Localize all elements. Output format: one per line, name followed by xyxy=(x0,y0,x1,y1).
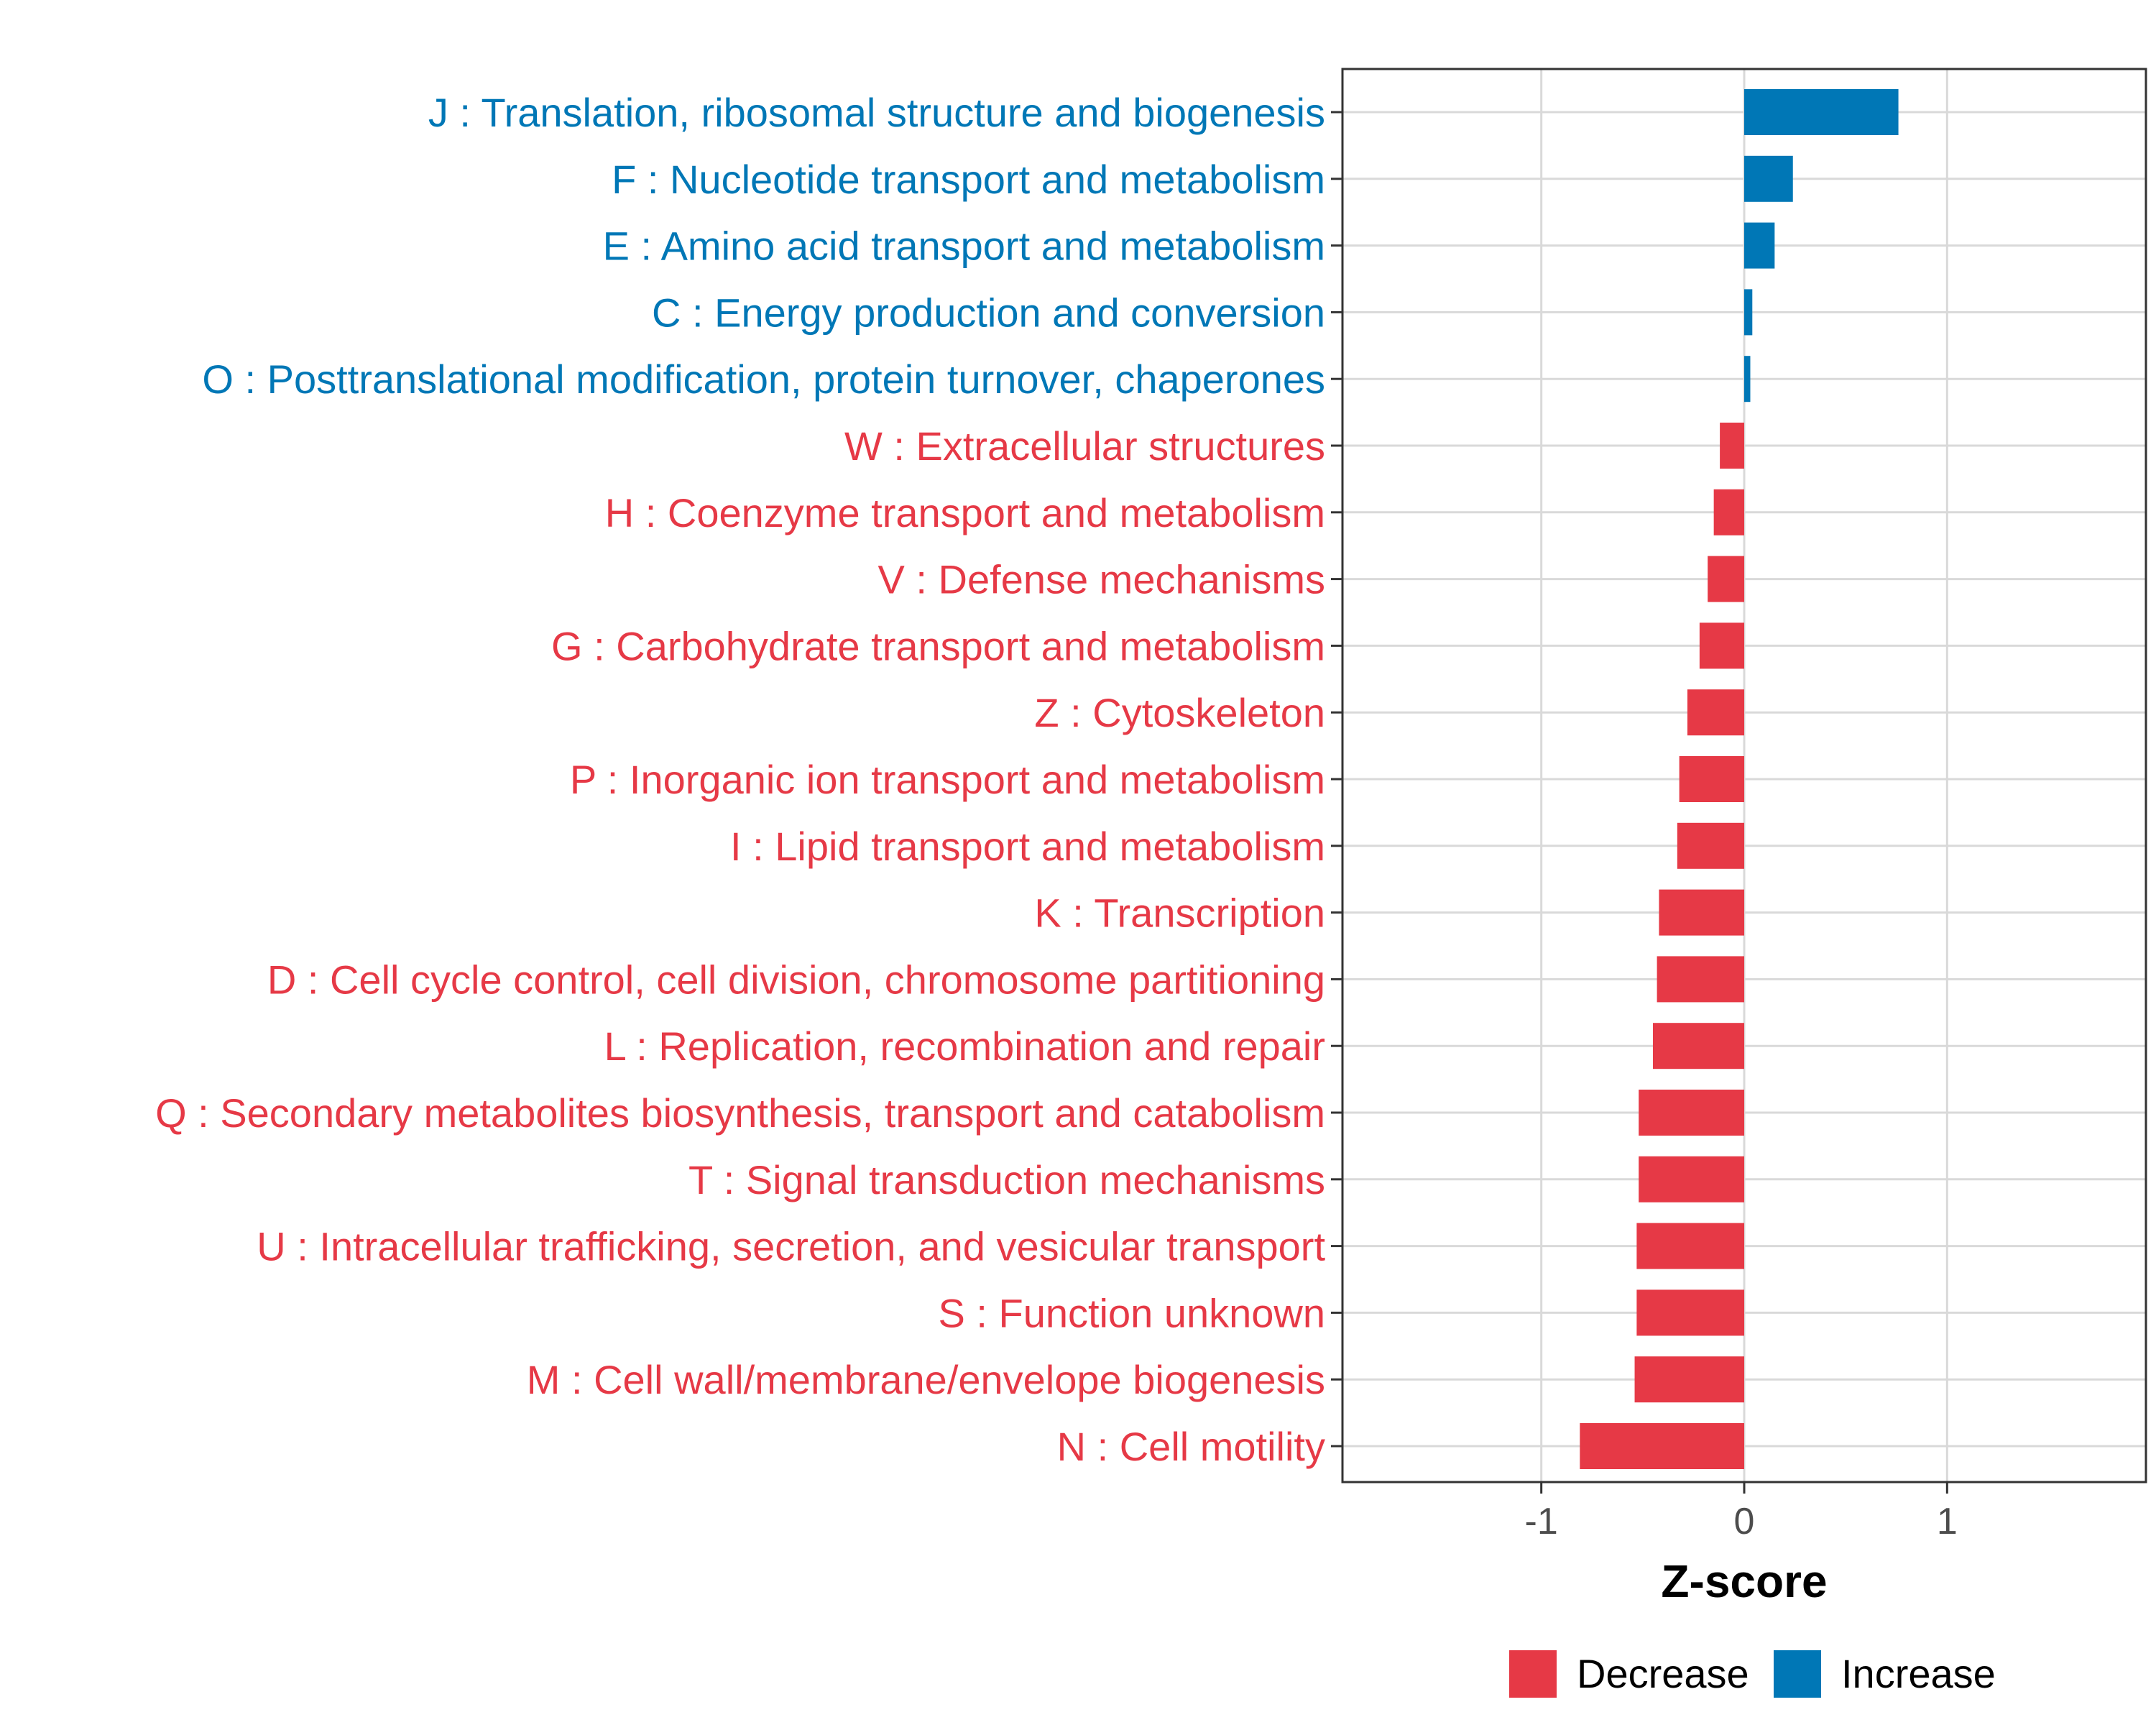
category-label: U : Intracellular trafficking, secretion… xyxy=(257,1224,1325,1269)
bar-t xyxy=(1639,1156,1744,1202)
x-tick-label: 0 xyxy=(1734,1501,1755,1542)
bar-s xyxy=(1636,1289,1744,1335)
bar-j xyxy=(1744,89,1899,135)
category-label: T : Signal transduction mechanisms xyxy=(688,1157,1325,1202)
x-axis-title: Z-score xyxy=(1661,1555,1827,1607)
bar-h xyxy=(1714,489,1744,535)
bar-o xyxy=(1744,356,1750,402)
bar-w xyxy=(1720,423,1744,469)
bar-e xyxy=(1744,223,1774,269)
category-label: C : Energy production and conversion xyxy=(652,290,1325,335)
x-tick-label: -1 xyxy=(1525,1501,1558,1542)
bar-q xyxy=(1639,1090,1744,1136)
zscore-bar-chart: J : Translation, ribosomal structure and… xyxy=(0,0,2156,1725)
legend-swatch-decrease xyxy=(1509,1650,1557,1698)
bar-m xyxy=(1635,1356,1744,1402)
category-label: Q : Secondary metabolites biosynthesis, … xyxy=(155,1090,1325,1136)
category-label: G : Carbohydrate transport and metabolis… xyxy=(551,623,1325,668)
bar-n xyxy=(1580,1423,1744,1469)
chart-container: J : Translation, ribosomal structure and… xyxy=(0,0,2156,1725)
bar-u xyxy=(1636,1223,1744,1269)
category-label: M : Cell wall/membrane/envelope biogenes… xyxy=(527,1357,1325,1402)
category-label: Z : Cytoskeleton xyxy=(1034,690,1325,735)
legend-swatch-increase xyxy=(1774,1650,1821,1698)
category-label: L : Replication, recombination and repai… xyxy=(604,1024,1325,1069)
category-label: H : Coenzyme transport and metabolism xyxy=(605,490,1325,535)
category-label: N : Cell motility xyxy=(1057,1424,1325,1469)
bar-c xyxy=(1744,289,1752,335)
bar-k xyxy=(1659,890,1744,936)
category-label: S : Function unknown xyxy=(938,1290,1325,1335)
category-label: V : Defense mechanisms xyxy=(878,557,1325,602)
bar-f xyxy=(1744,156,1793,202)
legend-label-decrease: Decrease xyxy=(1577,1651,1749,1696)
y-axis-ticks xyxy=(1331,112,1342,1446)
category-label: W : Extracellular structures xyxy=(844,423,1325,469)
bar-i xyxy=(1677,823,1744,869)
category-label: E : Amino acid transport and metabolism xyxy=(603,224,1325,269)
category-label: D : Cell cycle control, cell division, c… xyxy=(267,957,1325,1002)
category-label: O : Posttranslational modification, prot… xyxy=(202,356,1325,402)
bar-d xyxy=(1657,956,1744,1002)
bar-g xyxy=(1700,622,1744,668)
category-label: P : Inorganic ion transport and metaboli… xyxy=(570,757,1325,802)
bar-z xyxy=(1687,689,1744,735)
bar-l xyxy=(1653,1023,1744,1069)
bar-p xyxy=(1680,756,1744,802)
category-label: K : Transcription xyxy=(1034,891,1325,936)
category-label: F : Nucleotide transport and metabolism xyxy=(612,157,1325,202)
bar-v xyxy=(1708,556,1744,602)
category-label: J : Translation, ribosomal structure and… xyxy=(428,90,1325,135)
category-label: I : Lipid transport and metabolism xyxy=(730,824,1325,869)
x-tick-label: 1 xyxy=(1937,1501,1958,1542)
legend-label-increase: Increase xyxy=(1841,1651,1996,1696)
